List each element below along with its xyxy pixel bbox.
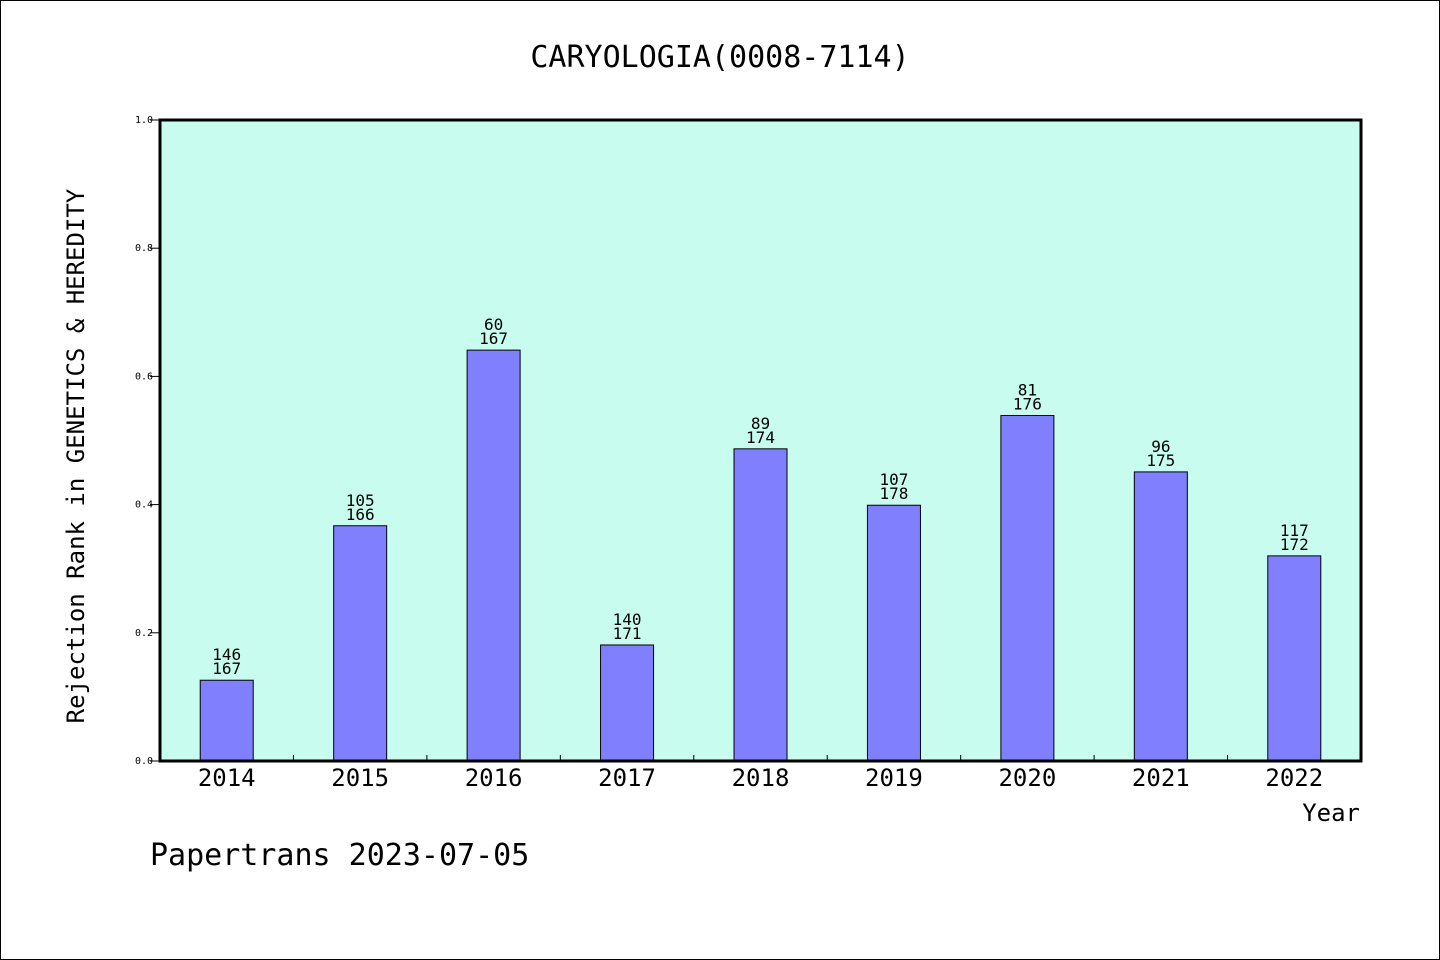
y-tick-label: 0.2 <box>135 628 153 639</box>
x-axis-ticks: 2014 2015 2016 2017 2018 2019 2020 2021 2022 <box>198 755 1323 792</box>
bar-total-label: 166 <box>346 505 375 524</box>
bar-2015 <box>333 525 388 762</box>
y-tick-label: 0.8 <box>135 243 153 254</box>
bar-rank-label: 107 <box>879 470 908 489</box>
x-tick-label: 2018 <box>732 764 790 792</box>
bar-rank-label: 96 <box>1151 437 1170 456</box>
x-tick-label: 2015 <box>331 764 389 792</box>
x-tick-label: 2016 <box>465 764 523 792</box>
x-tick-label: 2019 <box>865 764 923 792</box>
bar-rank-label: 81 <box>1018 381 1037 400</box>
footer-credit: Papertrans 2023-07-05 <box>150 838 529 873</box>
y-axis-ticks: 0.0 0.2 0.4 0.6 0.8 1.0 <box>135 115 160 767</box>
bar-total-label: 167 <box>479 329 508 348</box>
y-tick-label: 0.4 <box>135 500 153 511</box>
bar-rank-label: 89 <box>751 414 770 433</box>
y-tick-label: 1.0 <box>135 115 153 126</box>
bar-total-label: 176 <box>1013 395 1042 414</box>
bar-total-label: 171 <box>613 624 642 643</box>
bar-2018 <box>733 448 788 762</box>
bar-2021 <box>1133 471 1188 762</box>
bar-rank-label: 146 <box>212 645 241 664</box>
x-tick-label: 2017 <box>598 764 656 792</box>
x-axis-label: Year <box>1302 799 1360 827</box>
bar-rank-label: 60 <box>484 315 503 334</box>
bar-rank-label: 105 <box>346 491 375 510</box>
bar-2017 <box>600 644 655 762</box>
x-tick-label: 2022 <box>1265 764 1323 792</box>
x-tick-label: 2014 <box>198 764 256 792</box>
plot-frame <box>158 118 1363 763</box>
bars-group <box>199 349 1322 762</box>
x-tick-label: 2021 <box>1132 764 1190 792</box>
y-tick-label: 0.6 <box>135 371 153 382</box>
bar-total-label: 167 <box>212 659 241 678</box>
bar-rank-label: 117 <box>1280 521 1309 540</box>
bar-total-label: 178 <box>879 484 908 503</box>
bar-rank-label: 140 <box>613 610 642 629</box>
bar-2022 <box>1267 555 1322 762</box>
chart-title: CARYOLOGIA(0008-7114) <box>530 40 909 75</box>
bar-total-label: 175 <box>1146 451 1175 470</box>
bar-2019 <box>866 504 921 762</box>
bar-total-label: 174 <box>746 428 775 447</box>
x-tick-label: 2020 <box>998 764 1056 792</box>
bar-2014 <box>199 679 254 762</box>
bar-2020 <box>1000 415 1055 762</box>
bar-total-label: 172 <box>1280 535 1309 554</box>
y-axis-label: Rejection Rank in GENETICS & HEREDITY <box>62 188 90 723</box>
bar-2016 <box>466 349 521 762</box>
y-tick-label: 0.0 <box>135 756 153 767</box>
bar-labels-group: 1461671051666016714017189174107178811769… <box>212 315 1308 678</box>
